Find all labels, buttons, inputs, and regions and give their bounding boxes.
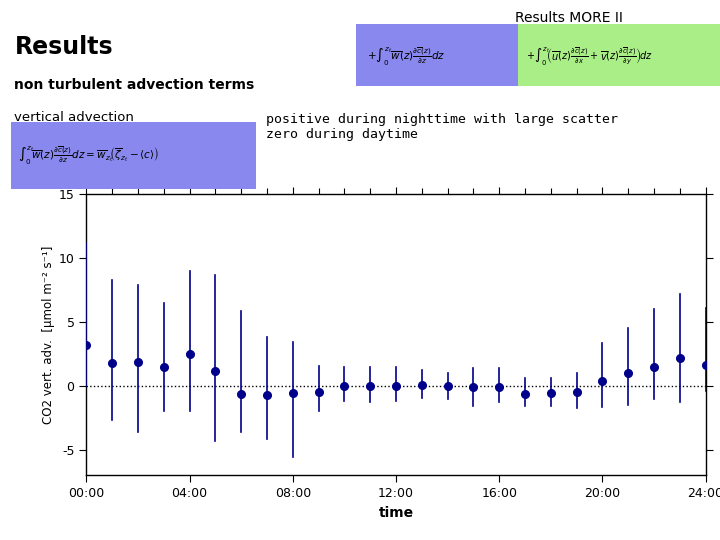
Text: $\int_{0}^{z_t}\!\overline{w}(z)\frac{\partial\overline{c}(z)}{\partial z}dz= \o: $\int_{0}^{z_t}\!\overline{w}(z)\frac{\p… <box>18 144 159 167</box>
Text: non turbulent advection terms: non turbulent advection terms <box>14 78 255 92</box>
Text: $+\int_{0}^{z_t}\!\left(\overline{u}(z)\frac{\partial\overline{c}(z)}{\partial x: $+\int_{0}^{z_t}\!\left(\overline{u}(z)\… <box>526 45 652 68</box>
Text: $+\int_{0}^{z_t}\overline{w}(z)\frac{\partial\overline{c}(z)}{\partial z}dz$: $+\int_{0}^{z_t}\overline{w}(z)\frac{\pa… <box>367 45 446 68</box>
Y-axis label: CO2 vert. adv.  [μmol m⁻² s⁻¹]: CO2 vert. adv. [μmol m⁻² s⁻¹] <box>42 246 55 424</box>
X-axis label: time: time <box>379 505 413 519</box>
Text: vertical advection: vertical advection <box>14 111 134 124</box>
Text: positive during nighttime with large scatter
zero during daytime: positive during nighttime with large sca… <box>266 113 618 141</box>
Text: Results MORE II: Results MORE II <box>515 11 623 24</box>
Text: Results: Results <box>14 35 113 59</box>
